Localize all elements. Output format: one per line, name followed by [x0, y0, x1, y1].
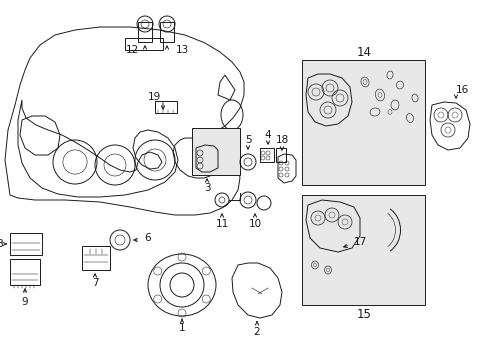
Bar [302, 60, 424, 185]
Text: 10: 10 [248, 219, 261, 229]
Text: 4: 4 [264, 130, 271, 140]
Bar [192, 128, 240, 175]
Text: 19: 19 [147, 92, 160, 102]
Text: 5: 5 [244, 135, 251, 145]
Text: 14: 14 [356, 45, 371, 58]
Text: 2: 2 [253, 327, 260, 337]
Bar [302, 195, 424, 305]
Bar [10, 233, 42, 255]
Bar [275, 148, 285, 162]
Bar [125, 38, 163, 50]
Text: 12: 12 [125, 45, 138, 55]
Text: 7: 7 [92, 278, 98, 288]
Bar [155, 101, 177, 113]
Text: 9: 9 [21, 297, 28, 307]
Text: 11: 11 [215, 219, 228, 229]
Text: 3: 3 [203, 183, 210, 193]
Text: 18: 18 [275, 135, 288, 145]
Text: 6: 6 [144, 233, 151, 243]
Text: 8: 8 [0, 239, 3, 249]
Text: 13: 13 [175, 45, 188, 55]
Text: 16: 16 [454, 85, 468, 95]
Bar [138, 22, 152, 42]
Text: 1: 1 [178, 323, 185, 333]
Text: 17: 17 [353, 237, 366, 247]
Bar [160, 22, 174, 42]
Bar [260, 148, 273, 162]
Bar [10, 259, 40, 285]
Text: 15: 15 [356, 309, 371, 321]
